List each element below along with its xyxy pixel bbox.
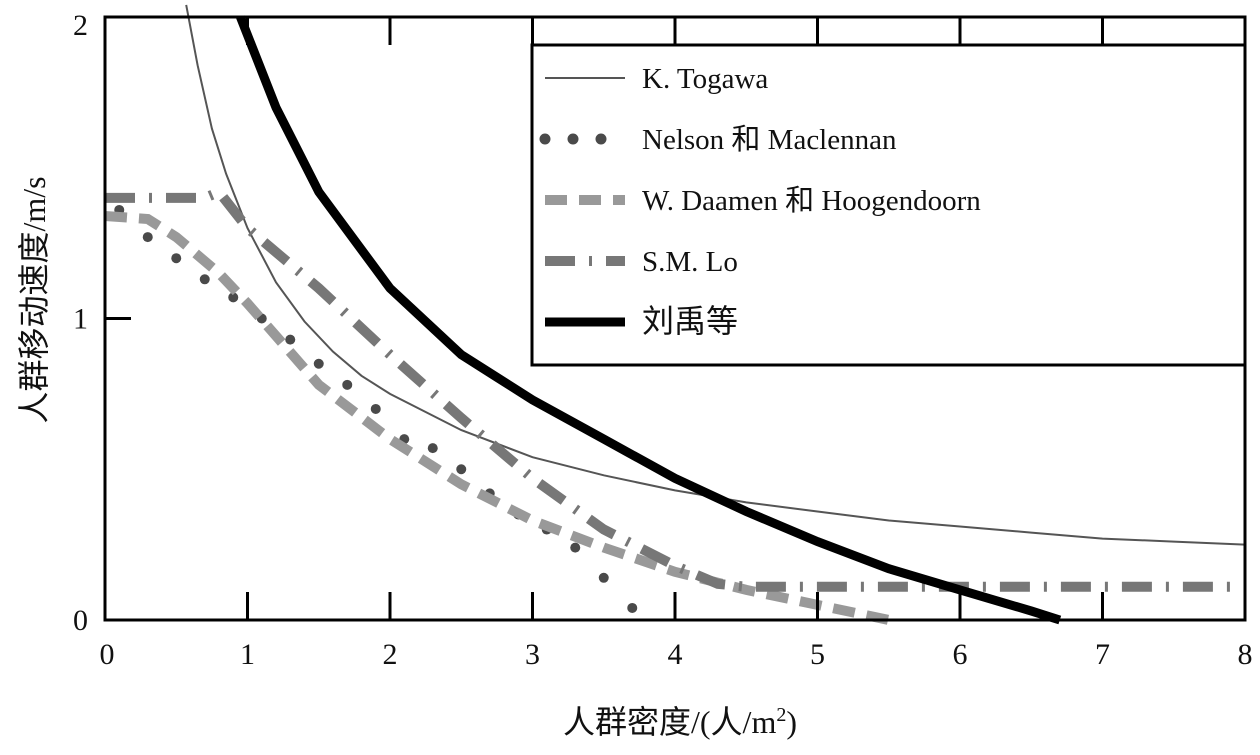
legend-label-daamen: W. Daamen 和 Hoogendoorn: [642, 185, 981, 217]
y-tick-label: 1: [73, 303, 88, 336]
y-axis-label: 人群移动速度/m/s: [16, 176, 52, 423]
data-point: [313, 358, 324, 369]
data-point: [342, 379, 353, 390]
data-point: [627, 602, 638, 613]
series-line-liu: [236, 15, 1062, 625]
x-axis-label: 人群密度/(人/m2): [563, 704, 797, 740]
x-tick-label: 2: [383, 638, 398, 671]
data-point: [228, 292, 239, 303]
legend: K. Togawa Nelson 和 Maclennan W. Daamen 和 H…: [530, 43, 1247, 367]
series-daamen: [104, 211, 890, 625]
legend-label-togawa: K. Togawa: [642, 63, 768, 95]
data-point: [427, 443, 438, 454]
legend-label-nelson: Nelson 和 Maclennan: [642, 124, 897, 156]
x-tick-label: 7: [1095, 638, 1110, 671]
legend-label-lo: S.M. Lo: [642, 246, 738, 278]
data-point: [598, 572, 609, 583]
series-liu: [236, 15, 1062, 625]
x-tick-label: 6: [953, 638, 968, 671]
legend-box: [530, 43, 1247, 367]
x-tick-label: 8: [1238, 638, 1253, 671]
series-lo: [105, 185, 1245, 592]
x-tick-label: 3: [525, 638, 540, 671]
data-point: [171, 253, 182, 264]
y-tick-label: 2: [73, 9, 88, 42]
series-line-daamen: [104, 211, 890, 625]
x-tick-label: 1: [240, 638, 255, 671]
data-point: [199, 274, 210, 285]
data-point: [285, 334, 296, 345]
x-tick-label: 5: [810, 638, 825, 671]
data-point: [456, 464, 467, 475]
legend-label-liu: 刘禹等: [642, 303, 738, 339]
data-point: [142, 232, 153, 243]
data-point: [370, 403, 381, 414]
series-line-lo: [105, 185, 1245, 592]
plot-marks: [104, 4, 1246, 625]
data-point: [570, 542, 581, 553]
x-tick-label: 4: [668, 638, 683, 671]
axis-ticks: 0 1 2 3 4 5 6 7 8 0 1 2: [73, 9, 1253, 671]
y-tick-label: 0: [73, 604, 88, 637]
x-tick-label: 0: [100, 638, 115, 671]
